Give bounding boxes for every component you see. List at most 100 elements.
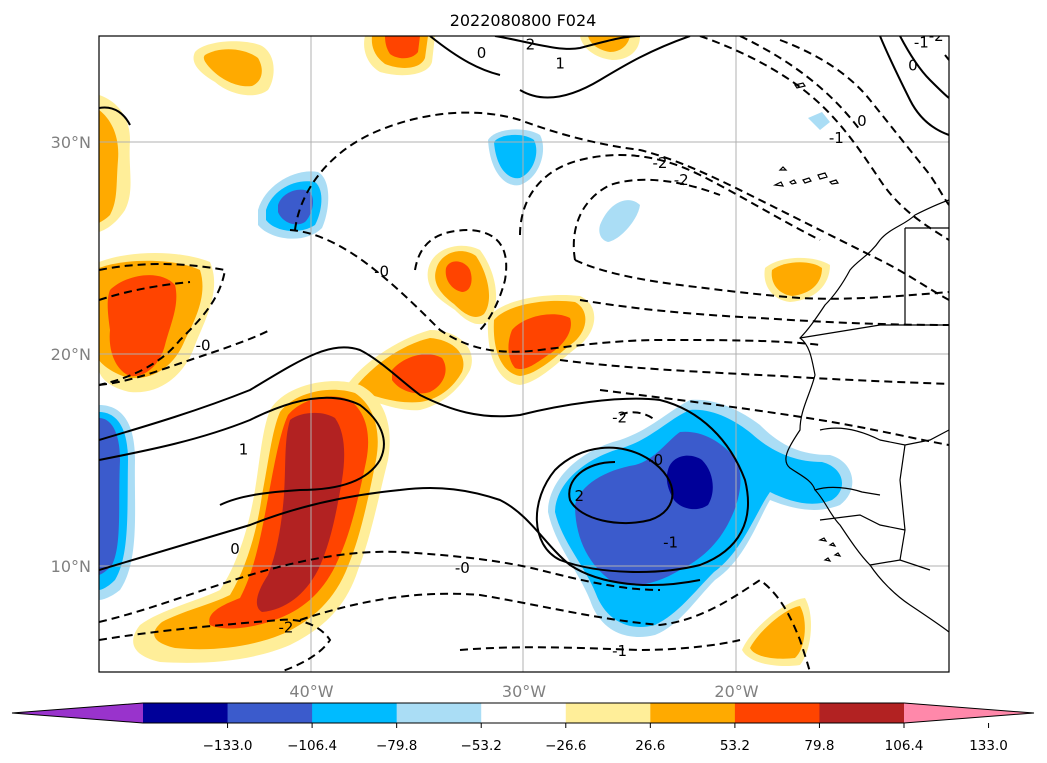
colorbar-segment [143,703,229,723]
contour-labels: 210-2-2-100-1 -2-0-010-0-2-1-12-2-0 [196,27,944,660]
contour-dashed-north-band-2 [99,281,191,301]
contour-solid-ne-1 [879,36,949,136]
canary-islands [772,166,840,187]
shade-positive-center-max [508,314,571,370]
lon-tick-label: 20°W [714,682,758,701]
colorbar-tick-label: 106.4 [885,738,924,754]
colorbar-segment [481,703,567,723]
colorbar-tick-label: −106.4 [287,738,337,754]
contour-label: -0 [196,337,211,355]
contour-dashed-oval-3 [572,178,721,261]
contour-label: -1 [612,642,627,660]
lon-tick-label: 40°W [289,682,333,701]
contour-solid-2-north [494,36,641,50]
border-line-6 [814,486,881,496]
contour-dashed-east-lines-2 [559,359,949,385]
contour-label: -2 [279,618,294,636]
lat-tick-label: 30°N [51,133,91,152]
colorbar: −133.0 −106.4 −79.8 −53.2 −26.6 26.6 53.2 79.8 1… [11,702,1035,754]
contour-solid-0-west [99,487,701,586]
contour-label: 0 [477,44,487,62]
colorbar-segment [819,703,905,723]
shade-positive-nw-core [203,49,262,87]
shade-positive-west-edge-core [99,110,119,223]
shade-negative-small2 [808,112,830,130]
contour-dashed-dome [414,228,508,331]
contour-dashed-tiny [619,411,656,421]
colorbar-tick-label: 79.8 [804,738,834,754]
colorbar-tick-label: −133.0 [203,738,253,754]
shade-positive-ntop2-core [588,36,630,52]
contour-label: -1 [829,129,844,147]
contour-label: -2 [674,171,689,189]
lat-tick-label: 20°N [51,345,91,364]
contour-dashed-south-4 [459,639,741,652]
border-line-7 [819,514,906,531]
contour-label: -2 [612,409,627,427]
contour-solid-ne-2 [899,36,949,99]
contour-dashed-north-band [99,329,271,386]
contour-label: -1 [914,33,929,51]
contour-label: -2 [929,27,944,45]
shade-positive-west-max [107,275,177,377]
contour-dashed-oval-2 [519,154,821,241]
colorbar-tick-label: −79.8 [376,738,417,754]
lon-tick-label: 30°W [502,682,546,701]
contour-dashed-oval-1 [294,111,949,301]
lat-tick-label: 10°N [51,557,91,576]
contour-label: 1 [239,440,249,458]
contour-solid-1-west [99,346,749,573]
contour-label: 1 [555,55,565,73]
contour-label: 0 [230,540,240,558]
contour-label: -1 [663,534,678,552]
contour-label: 2 [526,35,536,53]
border-line-5 [819,427,949,446]
contour-dashed-0-nw [99,263,227,386]
contour-label: -2 [653,154,668,172]
shade-negative-north-core [494,134,537,179]
border-line-4 [799,324,881,339]
colorbar-tick-label: 53.2 [720,738,750,754]
contour-dashed-south-2 [99,618,332,672]
colorbar-outline [11,702,1035,724]
contour-dashed-ne-2 [699,36,949,241]
contour-solid-ne-3 [944,54,949,61]
contour-dashed-oval-4 [574,259,949,300]
map-plot-area: 210-2-2-100-1 -2-0-010-0-2-1-12-2-0 [99,27,949,672]
contour-dashed-east-lines [579,299,949,326]
shade-positive-center-north-max [445,261,472,292]
shade-positive-southwest-peak [256,412,345,612]
contour-dashed-center-big [289,229,821,353]
colorbar-tick-label: −26.6 [545,738,586,754]
madeira [794,82,806,89]
map-frame [98,35,950,673]
shade-positive-ntop-max [385,36,420,59]
contour-label: -0 [374,262,389,280]
contour-label: 2 [574,487,584,505]
colorbar-tick-label: 133.0 [969,738,1008,754]
cape-verde [818,537,842,562]
lon-axis-labels: 40°W 30°W 20°W [289,682,758,701]
lat-axis-labels: 30°N 20°N 10°N [51,133,91,576]
contour-dashed-ne-1 [779,39,949,206]
contour-solid-1b-west [99,396,385,506]
map-title: 2022080800 F024 [450,11,597,30]
colorbar-segment [312,703,398,723]
contour-dashed-east-lines-3 [599,389,949,446]
contour-dashed-ne-3 [739,36,861,131]
colorbar-tick-label: 26.6 [635,738,665,754]
contour-label: -0 [648,451,663,469]
colorbar-extend-low [12,703,143,723]
contour-dashed-south-1 [99,550,661,623]
colorbar-tick-label: −53.2 [461,738,502,754]
africa-coastline [785,199,949,633]
border-line-9 [899,444,906,561]
contour-solid-0-north [429,36,501,76]
colorbar-segment [227,703,313,723]
contour-label: 0 [908,57,918,75]
contours [99,36,949,672]
shade-negative-small [599,200,640,242]
colorbar-segment [565,703,651,723]
contour-label: 0 [857,112,867,130]
